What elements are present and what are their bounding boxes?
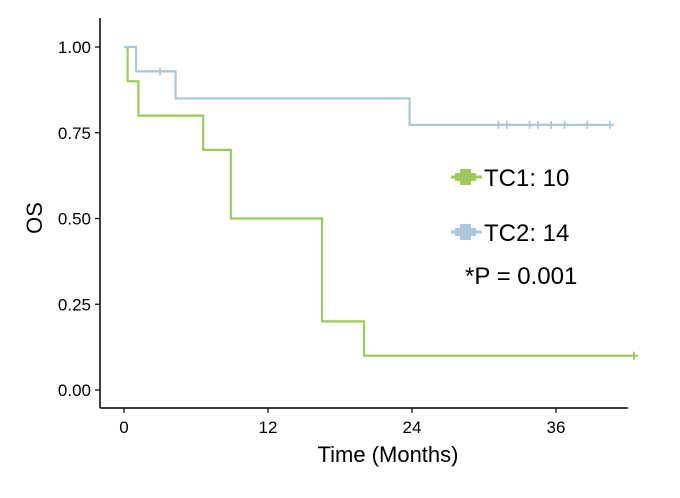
- x-tick-label: 12: [259, 418, 278, 437]
- legend-label: TC1: 10: [484, 165, 569, 192]
- y-tick-label: 0.00: [58, 381, 91, 400]
- censor-mark: [606, 120, 614, 129]
- x-axis-title: Time (Months): [318, 442, 459, 467]
- legend-entry: TC2: 14: [451, 220, 569, 247]
- axes: 0.00 0.25 0.50 0.75 1.00 0 12 24 36: [58, 18, 628, 437]
- legend: TC1: 10 TC2: 14: [451, 165, 569, 247]
- y-tick-label: 1.00: [58, 38, 91, 57]
- censor-mark: [630, 351, 638, 360]
- p-value-annotation: *P = 0.001: [465, 263, 577, 290]
- x-tick-label: 36: [547, 418, 566, 437]
- censor-mark: [502, 120, 511, 129]
- plot-area: [124, 45, 638, 360]
- censor-mark: [494, 120, 503, 129]
- series-line-2: [124, 45, 610, 126]
- y-tick-label: 0.50: [58, 210, 91, 229]
- legend-label: TC2: 14: [484, 220, 569, 247]
- legend-key-plus-icon: [451, 169, 482, 185]
- series-line-1: [124, 45, 634, 357]
- legend-entry: TC1: 10: [451, 165, 569, 192]
- y-tick-label: 0.25: [58, 295, 91, 314]
- y-axis-title: OS: [22, 202, 47, 234]
- censor-mark: [525, 120, 534, 129]
- censor-mark: [534, 120, 542, 129]
- censor-mark: [156, 67, 164, 76]
- censor-mark: [583, 120, 592, 129]
- x-tick-label: 24: [403, 418, 422, 437]
- censor-mark: [547, 120, 556, 129]
- legend-key-plus-icon: [451, 224, 482, 240]
- x-tick-label: 0: [119, 418, 128, 437]
- censor-mark: [560, 120, 569, 129]
- y-tick-label: 0.75: [58, 124, 91, 143]
